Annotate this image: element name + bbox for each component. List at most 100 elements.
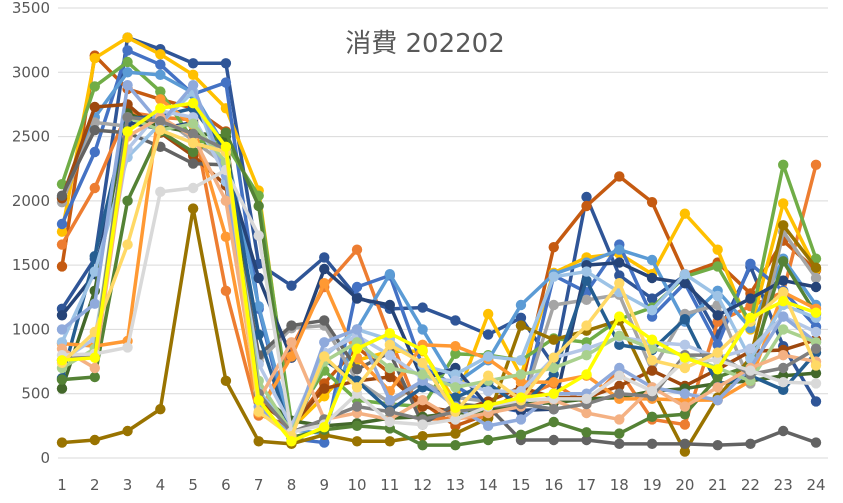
x-tick-label: 18 xyxy=(610,476,629,494)
data-point xyxy=(319,337,330,348)
x-tick-label: 24 xyxy=(806,476,825,494)
data-point xyxy=(450,439,461,451)
data-point xyxy=(155,94,166,105)
data-point xyxy=(581,434,592,446)
data-point xyxy=(614,330,625,342)
data-point xyxy=(810,437,822,448)
data-point xyxy=(319,383,330,394)
data-point xyxy=(810,272,822,284)
x-tick-label: 22 xyxy=(741,476,760,494)
data-point xyxy=(417,302,428,313)
data-point xyxy=(253,329,264,340)
x-tick-label: 10 xyxy=(347,476,366,494)
data-point xyxy=(89,124,100,136)
data-point xyxy=(56,383,68,394)
data-point xyxy=(56,324,68,335)
data-point xyxy=(679,277,691,289)
data-point xyxy=(122,67,133,78)
data-point xyxy=(614,257,625,268)
data-point xyxy=(56,218,68,230)
y-tick-label: 2000 xyxy=(12,192,50,210)
data-point xyxy=(712,261,723,272)
data-point xyxy=(351,401,363,412)
data-point xyxy=(89,146,100,158)
data-point xyxy=(220,127,232,138)
data-point xyxy=(351,382,363,393)
x-tick-label: 13 xyxy=(446,476,465,494)
data-point xyxy=(417,419,428,430)
data-point xyxy=(778,295,789,307)
data-point xyxy=(778,349,789,361)
data-point xyxy=(548,299,559,311)
data-point xyxy=(810,253,822,264)
data-point xyxy=(548,434,559,446)
data-point xyxy=(745,293,756,304)
data-point xyxy=(810,367,822,379)
x-tick-label: 3 xyxy=(123,476,133,494)
data-point xyxy=(679,388,691,399)
data-point xyxy=(778,362,789,374)
x-tick-label: 20 xyxy=(675,476,694,494)
data-point xyxy=(122,239,133,250)
data-point xyxy=(745,343,756,354)
data-point xyxy=(220,58,232,69)
x-tick-label: 2 xyxy=(90,476,100,494)
data-point xyxy=(679,446,691,457)
y-tick-label: 1500 xyxy=(12,256,50,274)
x-tick-label: 15 xyxy=(511,476,530,494)
data-point xyxy=(614,277,625,289)
data-point xyxy=(778,311,789,322)
data-point xyxy=(384,299,396,311)
data-point xyxy=(614,380,625,392)
data-point xyxy=(745,365,756,376)
data-point xyxy=(319,351,330,362)
data-point xyxy=(253,301,264,312)
data-point xyxy=(351,436,363,447)
data-point xyxy=(482,420,494,432)
data-point xyxy=(155,115,166,127)
x-tick-label: 14 xyxy=(479,476,498,494)
data-point xyxy=(56,355,68,366)
data-point xyxy=(810,159,822,171)
x-tick-label: 8 xyxy=(287,476,297,494)
x-tick-label: 19 xyxy=(643,476,662,494)
data-point xyxy=(646,254,658,266)
data-point xyxy=(89,266,100,277)
data-point xyxy=(548,241,559,253)
data-point xyxy=(253,230,264,241)
data-point xyxy=(122,32,133,43)
data-point xyxy=(581,275,592,286)
data-point xyxy=(220,231,232,243)
data-point xyxy=(646,272,658,284)
data-point xyxy=(810,326,822,338)
data-point xyxy=(122,45,133,56)
data-point xyxy=(351,420,363,432)
data-point xyxy=(745,438,756,450)
data-point xyxy=(482,329,494,340)
x-tick-label: 12 xyxy=(413,476,432,494)
y-axis-ticks: 0 500 1000 1500 2000 2500 3000 3500 xyxy=(12,0,50,467)
data-point xyxy=(155,49,166,60)
data-point xyxy=(679,438,691,450)
data-point xyxy=(712,244,723,255)
data-point xyxy=(319,315,330,326)
data-point xyxy=(679,313,691,325)
data-point xyxy=(614,270,625,281)
data-point xyxy=(548,376,559,388)
data-point xyxy=(646,355,658,366)
data-point xyxy=(253,406,264,417)
data-point xyxy=(515,312,527,324)
series-line xyxy=(60,129,818,447)
data-point xyxy=(351,281,363,293)
data-point xyxy=(646,411,658,423)
data-point xyxy=(810,396,822,407)
data-point xyxy=(482,370,494,381)
data-point xyxy=(515,376,527,388)
data-point xyxy=(712,364,723,375)
data-point xyxy=(646,196,658,208)
data-point xyxy=(155,69,166,81)
data-point xyxy=(351,343,363,354)
data-point xyxy=(778,275,789,286)
data-point xyxy=(482,385,494,397)
data-point xyxy=(548,352,559,363)
